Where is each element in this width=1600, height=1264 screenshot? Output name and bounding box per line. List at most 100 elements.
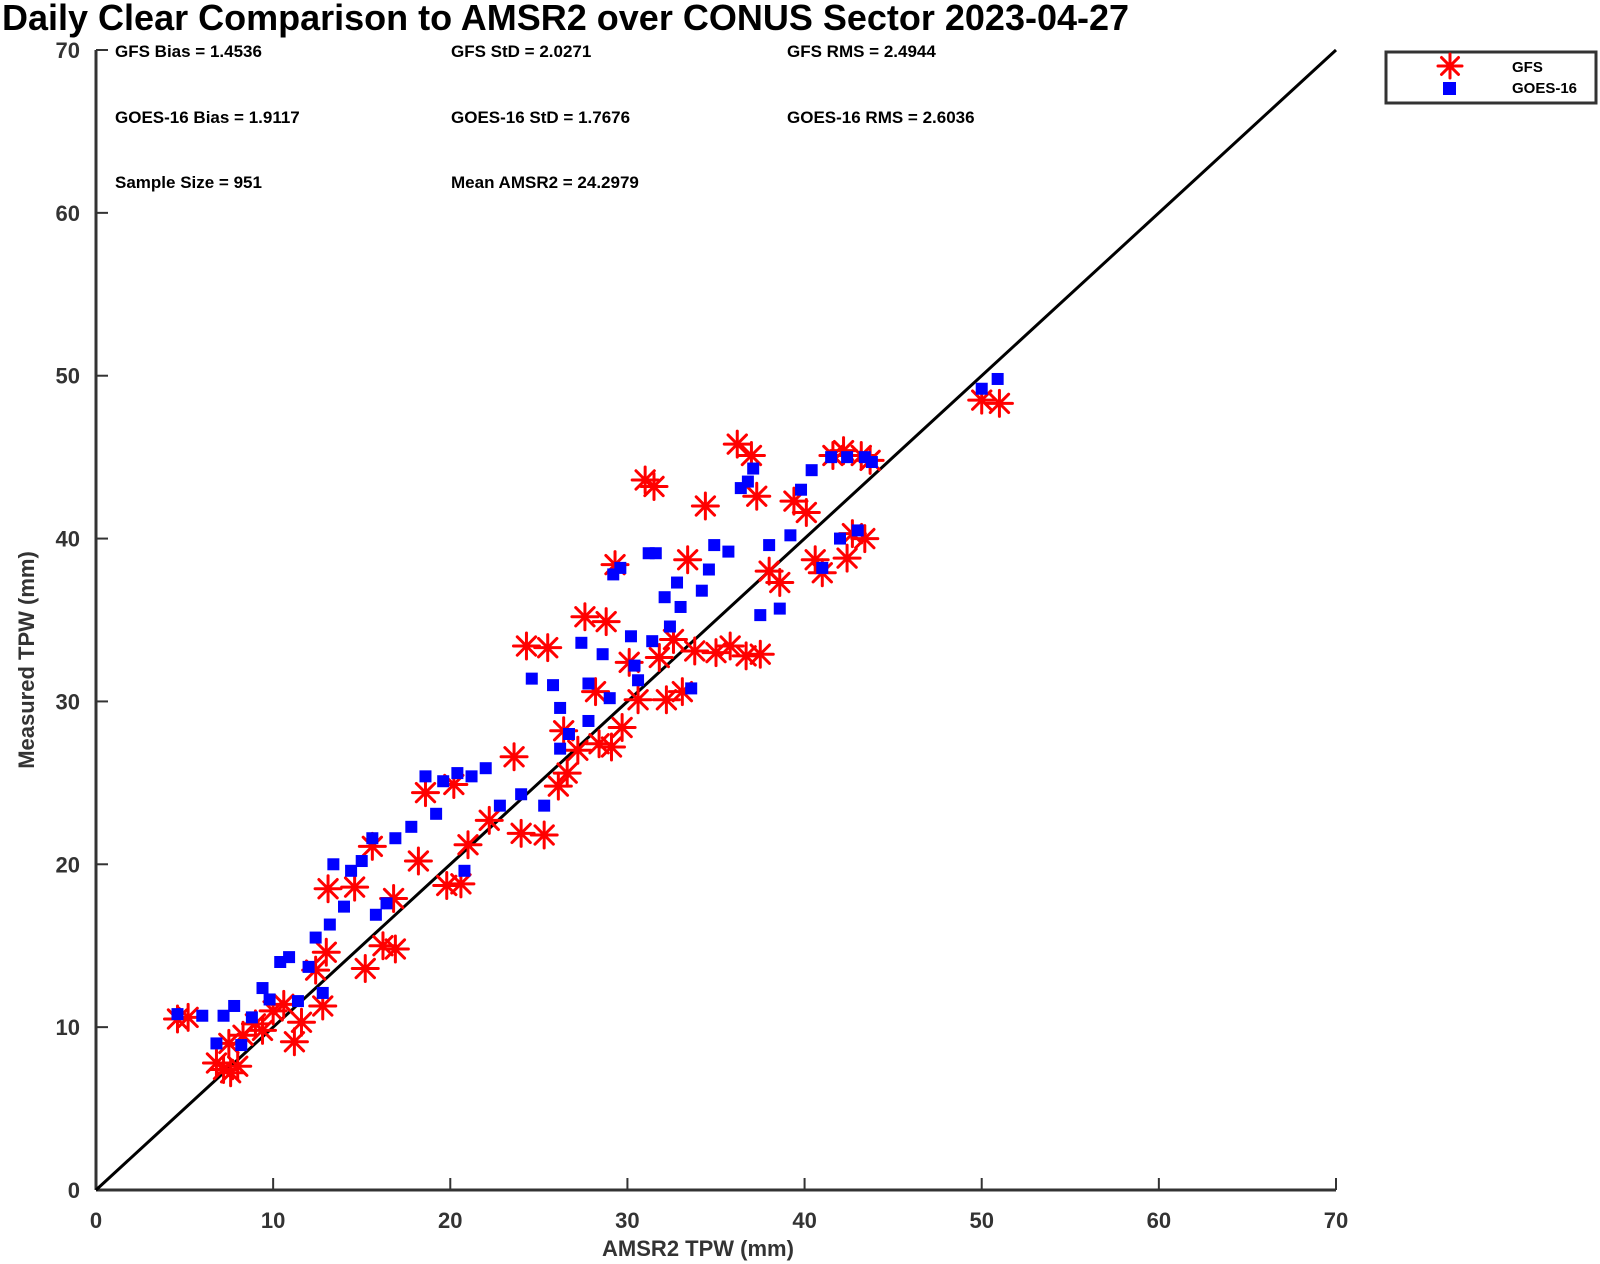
goes16-point bbox=[575, 636, 588, 649]
goes16-point bbox=[851, 524, 864, 537]
axis-ticks: 0 10 20 30 40 50 60 70 0 10 20 30 40 50 60 70 bbox=[56, 38, 1349, 1233]
legend-gfs-marker bbox=[1436, 52, 1464, 80]
goes16-point bbox=[217, 1009, 230, 1022]
goes16-point bbox=[525, 672, 538, 685]
goes16-point bbox=[302, 960, 315, 973]
goes16-point bbox=[628, 659, 641, 672]
goes16-point bbox=[805, 464, 818, 477]
goes-bias-text: GOES-16 Bias = 1.9117 bbox=[115, 108, 300, 127]
goes16-point bbox=[754, 609, 767, 622]
y-axis-label: Measured TPW (mm) bbox=[14, 551, 39, 769]
gfs-point bbox=[715, 631, 745, 661]
y-tick-label: 50 bbox=[56, 364, 80, 389]
goes16-point bbox=[773, 602, 786, 615]
goes16-point bbox=[323, 918, 336, 931]
goes16-point bbox=[991, 372, 1004, 385]
gfs-point bbox=[313, 874, 343, 904]
gfs-point bbox=[279, 1027, 309, 1057]
goes16-point bbox=[515, 788, 528, 801]
goes16-point bbox=[210, 1037, 223, 1050]
y-tick-label: 40 bbox=[56, 527, 80, 552]
legend-gfs-label: GFS bbox=[1512, 59, 1543, 76]
x-tick-label: 60 bbox=[1147, 1208, 1171, 1233]
y-tick-label: 60 bbox=[56, 201, 80, 226]
goes16-point bbox=[263, 993, 276, 1006]
gfs-bias-text: GFS Bias = 1.4536 bbox=[115, 42, 262, 61]
goes16-point bbox=[465, 770, 478, 783]
goes16-point bbox=[825, 451, 838, 464]
gfs-point bbox=[350, 954, 380, 984]
gfs-point bbox=[474, 805, 504, 835]
gfs-point bbox=[736, 441, 766, 471]
legend: GFS GOES-16 bbox=[1384, 50, 1598, 105]
gfs-point bbox=[563, 735, 593, 765]
gfs-point bbox=[410, 778, 440, 808]
gfs-point bbox=[722, 429, 752, 459]
chart-title: Daily Clear Comparison to AMSR2 over CON… bbox=[2, 0, 1129, 38]
goes16-point bbox=[235, 1039, 248, 1052]
gfs-point bbox=[453, 830, 483, 860]
gfs-point bbox=[731, 641, 761, 671]
goes16-point bbox=[369, 908, 382, 921]
gfs-point bbox=[673, 545, 703, 575]
goes16-point bbox=[649, 547, 662, 560]
goes16-point bbox=[196, 1009, 209, 1022]
goes16-series bbox=[171, 372, 1004, 1052]
goes16-point bbox=[291, 995, 304, 1008]
goes16-point bbox=[437, 775, 450, 788]
gfs-point bbox=[552, 758, 582, 788]
goes16-point bbox=[562, 728, 575, 740]
goes16-point bbox=[674, 600, 687, 613]
gfs-point bbox=[533, 633, 563, 663]
goes16-point bbox=[389, 832, 402, 845]
legend-gfs-asterisk bbox=[1436, 52, 1464, 80]
goes16-point bbox=[658, 591, 671, 604]
goes16-point bbox=[405, 820, 418, 833]
gfs-point bbox=[248, 1015, 278, 1045]
gfs-series bbox=[162, 385, 1014, 1088]
gfs-point bbox=[984, 388, 1014, 418]
legend-goes16-label: GOES-16 bbox=[1512, 80, 1577, 97]
goes16-point bbox=[479, 762, 492, 775]
goes16-point bbox=[309, 931, 322, 944]
goes16-point bbox=[834, 532, 846, 545]
goes16-point bbox=[316, 986, 329, 999]
goes16-point bbox=[841, 451, 854, 464]
goes16-point bbox=[283, 951, 296, 964]
goes16-point bbox=[741, 475, 754, 488]
goes-std-text: GOES-16 StD = 1.7676 bbox=[451, 108, 630, 127]
gfs-point bbox=[623, 685, 653, 715]
gfs-point bbox=[690, 491, 720, 521]
goes16-point bbox=[747, 462, 760, 475]
goes16-point bbox=[763, 539, 776, 552]
gfs-point bbox=[499, 742, 529, 772]
legend-goes16-marker bbox=[1443, 82, 1456, 95]
gfs-point bbox=[506, 818, 536, 848]
goes16-point bbox=[451, 767, 464, 780]
y-tick-label: 30 bbox=[56, 689, 80, 714]
goes16-point bbox=[663, 620, 676, 633]
goes16-point bbox=[646, 635, 659, 648]
gfs-point bbox=[223, 1051, 253, 1081]
goes16-point bbox=[685, 682, 698, 695]
gfs-point bbox=[832, 543, 862, 573]
gfs-point bbox=[340, 872, 370, 902]
goes16-point bbox=[975, 382, 988, 395]
goes16-point bbox=[795, 483, 808, 496]
mean-amsr2-text: Mean AMSR2 = 24.2979 bbox=[451, 173, 639, 192]
gfs-point bbox=[742, 481, 772, 511]
goes16-point bbox=[554, 701, 567, 714]
goes16-point bbox=[596, 648, 609, 661]
goes16-point bbox=[614, 561, 627, 574]
goes16-point bbox=[554, 742, 567, 755]
y-tick-label: 10 bbox=[56, 1015, 80, 1040]
gfs-point bbox=[680, 636, 710, 666]
goes16-point bbox=[865, 456, 878, 469]
goes16-point bbox=[355, 855, 368, 868]
goes16-point bbox=[624, 630, 637, 643]
goes16-point bbox=[256, 982, 269, 995]
gfs-point bbox=[791, 498, 821, 528]
gfs-point bbox=[644, 642, 674, 672]
gfs-point bbox=[380, 934, 410, 964]
